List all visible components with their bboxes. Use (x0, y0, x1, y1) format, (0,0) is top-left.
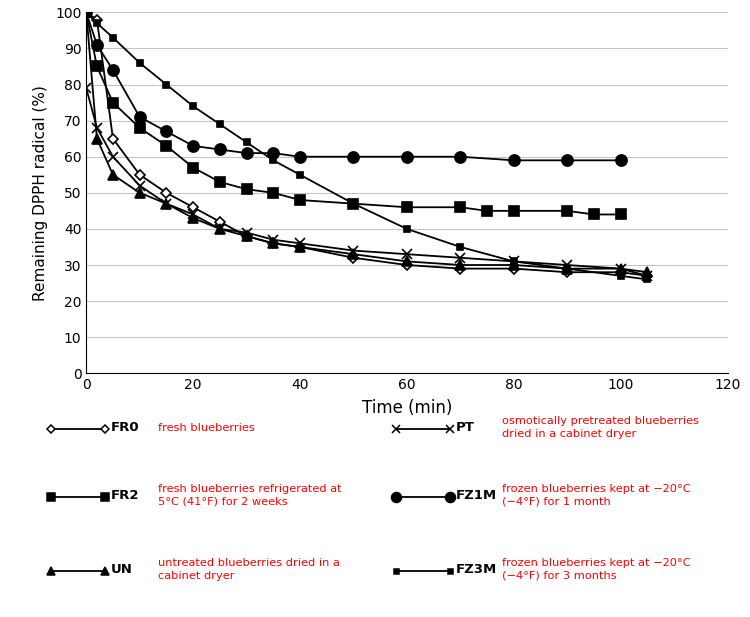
Text: FR0: FR0 (111, 421, 140, 434)
Text: FZ3M: FZ3M (456, 563, 497, 576)
Text: frozen blueberries kept at −20°C
(−4°F) for 1 month: frozen blueberries kept at −20°C (−4°F) … (503, 484, 692, 507)
Text: FZ1M: FZ1M (456, 489, 497, 502)
Text: fresh blueberries: fresh blueberries (158, 423, 254, 433)
Text: fresh blueberries refrigerated at
5°C (41°F) for 2 weeks: fresh blueberries refrigerated at 5°C (4… (158, 484, 341, 507)
X-axis label: Time (min): Time (min) (362, 399, 452, 417)
Text: UN: UN (111, 563, 133, 576)
Text: untreated blueberries dried in a
cabinet dryer: untreated blueberries dried in a cabinet… (158, 558, 339, 581)
Text: osmotically pretreated blueberries
dried in a cabinet dryer: osmotically pretreated blueberries dried… (503, 416, 700, 439)
Text: frozen blueberries kept at −20°C
(−4°F) for 3 months: frozen blueberries kept at −20°C (−4°F) … (503, 558, 692, 581)
Text: PT: PT (456, 421, 475, 434)
Text: FR2: FR2 (111, 489, 140, 502)
Y-axis label: Remaining DPPH radical (%): Remaining DPPH radical (%) (33, 85, 48, 300)
